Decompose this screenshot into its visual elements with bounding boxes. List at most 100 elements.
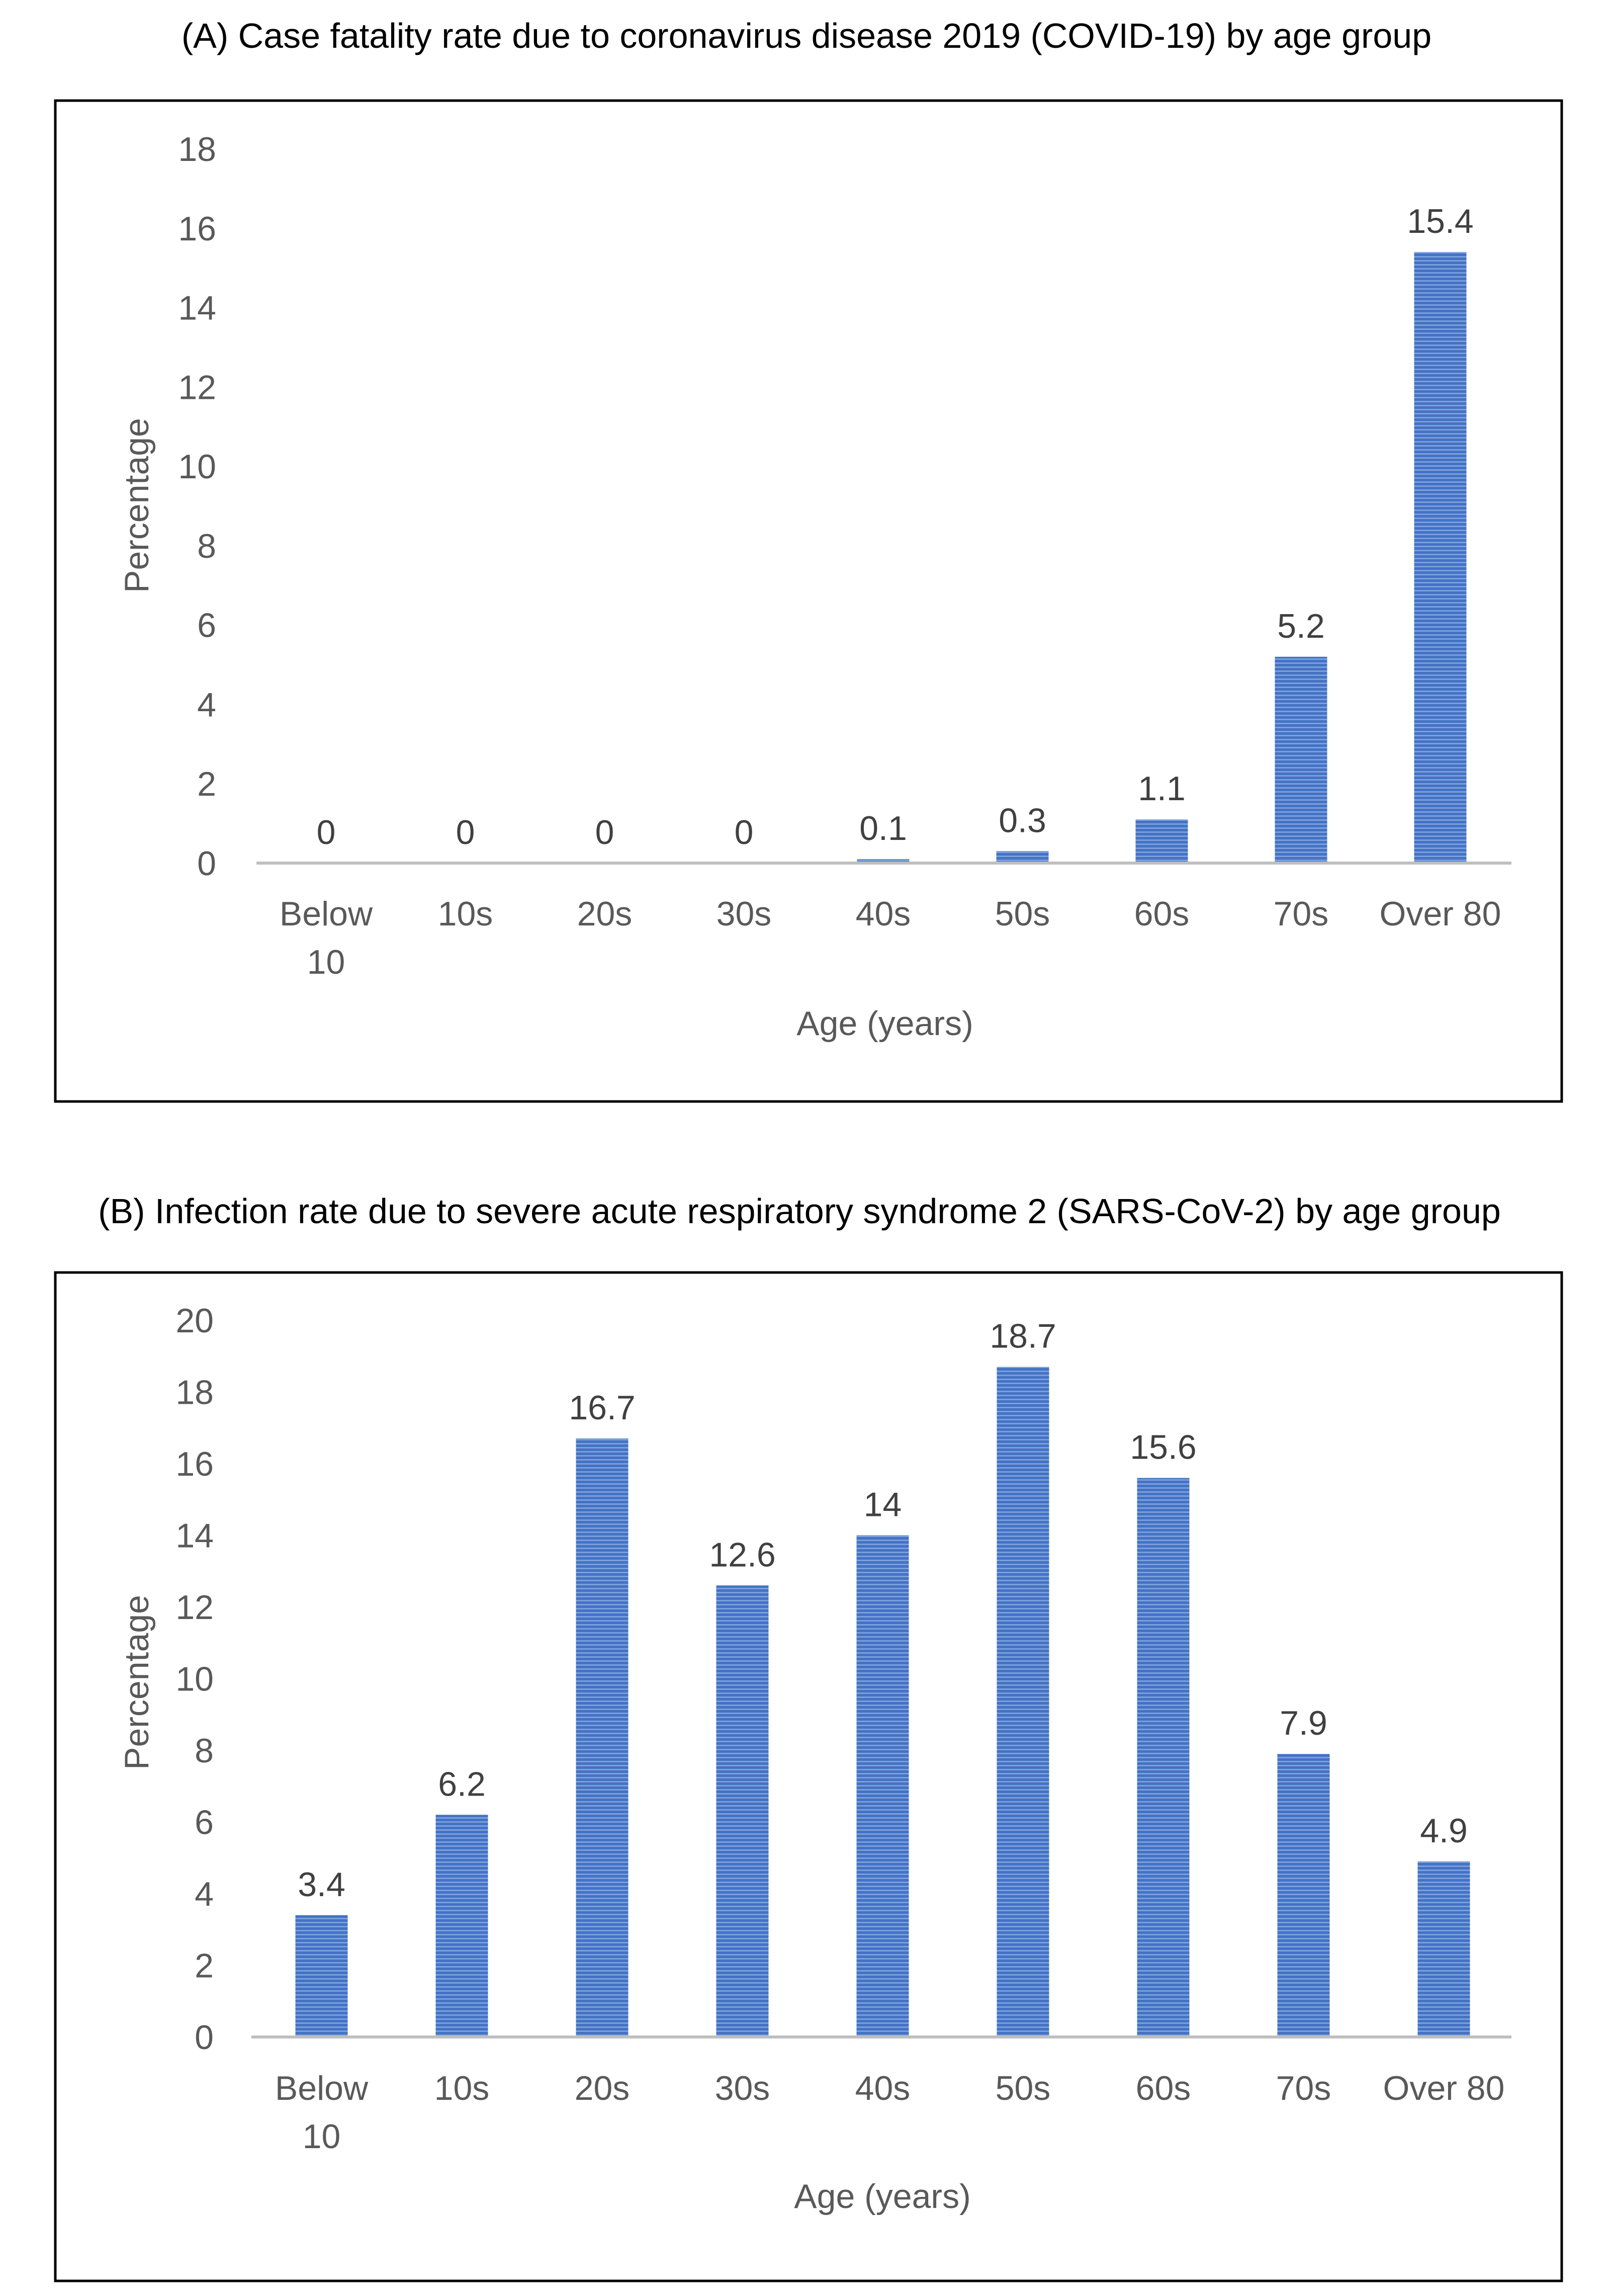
chart-b-category-label: 60s xyxy=(1136,2069,1191,2107)
chart-a-y-tick: 8 xyxy=(197,527,216,565)
chart-b-category-label: Below 10 xyxy=(275,2069,369,2156)
chart-a-category-label-line: 30s xyxy=(716,895,772,933)
chart-b-category-label: 10s xyxy=(434,2069,490,2107)
chart-b-data-label: 15.6 xyxy=(1130,1428,1196,1467)
chart-a-y-tick: 0 xyxy=(197,844,216,883)
chart-b-y-tick: 20 xyxy=(175,1302,214,1340)
chart-b-data-labels: 3.4 6.2 16.7 12.6 14 18.7 15.6 7.9 4.9 xyxy=(298,1317,1468,1904)
chart-a-data-label: 0.3 xyxy=(999,801,1046,839)
chart-a-y-tick: 6 xyxy=(197,607,216,645)
chart-a-frame xyxy=(54,99,1563,1103)
chart-b-y-tick: 10 xyxy=(175,1660,214,1698)
chart-b-bar xyxy=(1417,1861,1470,2037)
chart-b-category-label-line: Over 80 xyxy=(1383,2069,1505,2107)
chart-a-bar xyxy=(1275,656,1327,863)
chart-a-data-label: 0.1 xyxy=(859,809,907,847)
chart-a-data-label: 5.2 xyxy=(1277,607,1325,645)
chart-b-category-label-line: 40s xyxy=(855,2069,911,2107)
chart-b-category-label-line: 30s xyxy=(715,2069,770,2107)
chart-b-category-label-line: 20s xyxy=(575,2069,630,2107)
chart-a-category-labels: Below 10 10s 20s 30s 40s 50s 60s 70s Over 80 xyxy=(280,895,1501,981)
chart-a-title: (A) Case fatality rate due to coronaviru… xyxy=(182,16,1431,55)
chart-a-y-tick: 18 xyxy=(178,130,216,168)
chart-a-y-tick: 4 xyxy=(197,686,216,724)
chart-a-category-label: 40s xyxy=(856,895,911,933)
chart-b-category-labels: Below 10 10s 20s 30s 40s 50s 60s 70s Over 80 xyxy=(275,2069,1505,2156)
chart-b-data-label: 4.9 xyxy=(1420,1812,1468,1850)
chart-b-category-label-line: 50s xyxy=(996,2069,1051,2107)
chart-a-data-label: 0 xyxy=(456,813,475,852)
chart-a-bar xyxy=(996,851,1049,863)
chart-b-y-tick: 0 xyxy=(195,2018,214,2057)
chart-a-y-tick: 14 xyxy=(178,289,216,327)
chart-b-data-label: 18.7 xyxy=(990,1317,1056,1355)
chart-a-category-label-line: 60s xyxy=(1134,895,1190,933)
chart-a-category-label: 60s xyxy=(1134,895,1190,933)
chart-b-y-tick: 12 xyxy=(175,1588,214,1627)
chart-a-data-labels: 0 0 0 0 0.1 0.3 1.1 5.2 15.4 xyxy=(317,202,1474,852)
chart-a-category-label: Below 10 xyxy=(280,895,373,981)
chart-a-category-label-line: 70s xyxy=(1274,895,1329,933)
chart-b-category-label: 70s xyxy=(1276,2069,1331,2107)
chart-a-category-label-line: 20s xyxy=(577,895,633,933)
chart-a-category-label-line: 40s xyxy=(856,895,911,933)
chart-b-bar xyxy=(576,1438,629,2037)
chart-b-y-axis-label: Percentage xyxy=(118,1595,156,1770)
chart-b-y-tick: 2 xyxy=(195,1947,214,1985)
chart-b-y-tick: 4 xyxy=(195,1875,214,1913)
chart-b-data-label: 7.9 xyxy=(1280,1704,1327,1742)
chart-b-category-label: 20s xyxy=(575,2069,630,2107)
chart-b-y-tick: 6 xyxy=(195,1804,214,1842)
chart-a-category-label: 10s xyxy=(438,895,493,933)
chart-a-bars xyxy=(857,252,1467,864)
chart-a-y-axis-label: Percentage xyxy=(118,418,156,593)
chart-a-y-tick: 10 xyxy=(178,448,216,486)
chart-b-bar xyxy=(295,1915,348,2037)
chart-a-data-label: 15.4 xyxy=(1407,202,1473,240)
chart-b-bar xyxy=(1137,1478,1190,2037)
chart-b-category-label: 30s xyxy=(715,2069,770,2107)
chart-b-category-label-line: 10s xyxy=(434,2069,490,2107)
chart-a-y-ticks: 0 2 4 6 8 10 12 14 16 18 xyxy=(178,130,216,883)
chart-b-frame xyxy=(54,1271,1563,2282)
chart-b-category-label-line: 60s xyxy=(1136,2069,1191,2107)
chart-a-bar xyxy=(1135,819,1188,863)
chart-a-x-axis-label: Age (years) xyxy=(796,1004,973,1043)
chart-a-data-label: 1.1 xyxy=(1138,770,1186,808)
chart-b-y-ticks: 0 2 4 6 8 10 12 14 16 18 20 xyxy=(175,1302,214,2057)
chart-a-y-tick: 16 xyxy=(178,210,216,248)
chart-b-data-label: 16.7 xyxy=(569,1389,635,1427)
chart-b-y-tick: 14 xyxy=(175,1517,214,1555)
chart-a-category-label: Over 80 xyxy=(1380,895,1501,933)
chart-b-category-label: 40s xyxy=(855,2069,911,2107)
chart-a-data-label: 0 xyxy=(317,813,336,852)
chart-b-data-label: 3.4 xyxy=(298,1865,345,1904)
chart-a-category-label-line: Over 80 xyxy=(1380,895,1501,933)
chart-b-bar xyxy=(997,1367,1049,2037)
chart-b-bar xyxy=(716,1585,769,2037)
chart-a-y-tick: 2 xyxy=(197,765,216,803)
chart-a-category-label-line: 50s xyxy=(995,895,1050,933)
chart-b-y-tick: 8 xyxy=(195,1732,214,1770)
chart-b-x-axis-label: Age (years) xyxy=(794,2177,970,2216)
chart-a-category-label: 70s xyxy=(1274,895,1329,933)
chart-b-category-label: Over 80 xyxy=(1383,2069,1505,2107)
chart-b-category-label-line: Below xyxy=(275,2069,369,2107)
chart-a-data-label: 0 xyxy=(735,813,754,852)
chart-b-data-label: 6.2 xyxy=(438,1765,486,1803)
chart-b-data-label: 14 xyxy=(864,1486,902,1524)
chart-a-category-label: 30s xyxy=(716,895,772,933)
chart-a-category-label-line: 10s xyxy=(438,895,493,933)
chart-a-category-label: 20s xyxy=(577,895,633,933)
chart-a-bar xyxy=(857,859,910,863)
chart-b-category-label-line: 10 xyxy=(303,2117,341,2156)
chart-a-data-label: 0 xyxy=(595,813,614,852)
chart-b: (B) Infection rate due to severe acute r… xyxy=(54,1192,1563,2282)
chart-b-title: (B) Infection rate due to severe acute r… xyxy=(98,1192,1501,1231)
chart-a-y-tick: 12 xyxy=(178,368,216,406)
chart-a: (A) Case fatality rate due to coronaviru… xyxy=(54,16,1563,1103)
chart-a-category-label: 50s xyxy=(995,895,1050,933)
chart-a-bar xyxy=(1414,252,1467,864)
chart-b-y-tick: 18 xyxy=(175,1374,214,1412)
